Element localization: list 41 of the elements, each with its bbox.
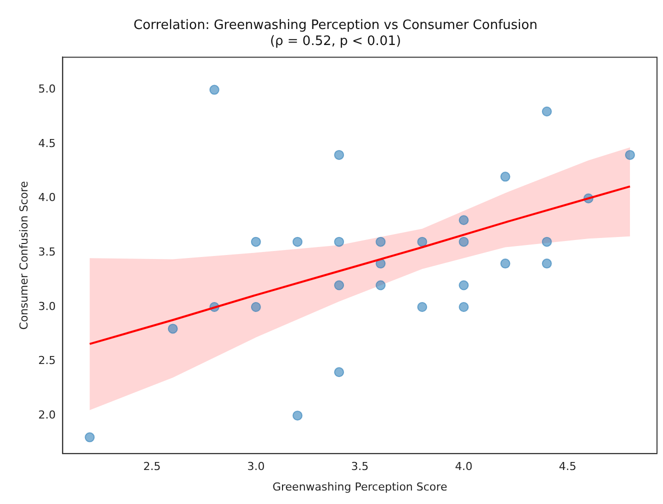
- point: [250, 236, 261, 247]
- point: [334, 367, 344, 378]
- point: [376, 236, 386, 247]
- point: [500, 258, 510, 269]
- point: [168, 324, 178, 334]
- point: [458, 215, 469, 226]
- chart-title: Correlation: Greenwashing Perception vs Consumer Confusion: [134, 18, 538, 34]
- point: [417, 236, 428, 247]
- y-tick-label: 3.5: [38, 246, 56, 259]
- x-tick-label: 4.5: [558, 460, 576, 474]
- chart-subtitle: (ρ = 0.52, p < 0.01): [270, 34, 402, 49]
- point: [334, 150, 344, 160]
- x-axis-title: Greenwashing Perception Score: [272, 480, 448, 494]
- y-tick-label: 3.0: [38, 300, 56, 313]
- point: [500, 172, 510, 182]
- point: [376, 280, 386, 290]
- point: [209, 84, 220, 95]
- point: [84, 432, 95, 442]
- y-tick-label: 5.0: [38, 82, 56, 96]
- point: [292, 236, 303, 247]
- x-tick-label: 3.0: [247, 460, 265, 474]
- point: [250, 302, 261, 312]
- point: [542, 106, 552, 116]
- point: [458, 236, 469, 247]
- point: [458, 280, 469, 290]
- x-tick-label: 4.0: [454, 460, 472, 474]
- y-tick-label: 4.5: [38, 136, 56, 150]
- point: [542, 236, 552, 247]
- y-axis-title: Consumer Confusion Score: [17, 180, 30, 330]
- y-tick-label: 2.5: [38, 354, 56, 368]
- x-tick-label: 3.5: [351, 460, 369, 474]
- x-tick-label: 2.5: [143, 460, 161, 474]
- point: [334, 280, 344, 290]
- point: [417, 302, 428, 312]
- y-tick-label: 4.0: [38, 191, 56, 204]
- point: [542, 258, 552, 269]
- point: [624, 150, 635, 160]
- y-tick-label: 2.0: [38, 408, 56, 422]
- point: [292, 410, 303, 421]
- point: [458, 302, 469, 312]
- point: [334, 236, 344, 247]
